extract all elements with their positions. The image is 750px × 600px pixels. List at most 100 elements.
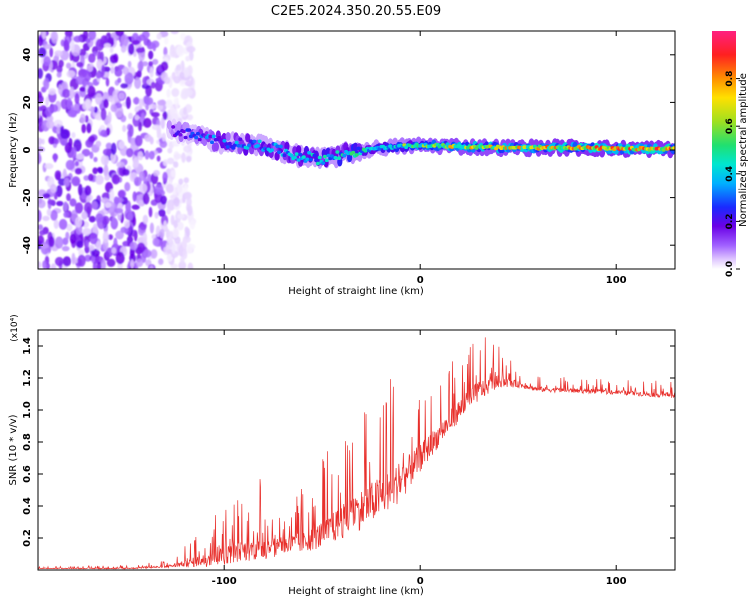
signal-core [277, 150, 282, 155]
noise-blob [56, 123, 61, 134]
noise-blob [100, 154, 110, 166]
noise-blob [56, 71, 62, 78]
noise-blob [42, 260, 47, 269]
noise-blob [152, 58, 159, 65]
snr-frame [37, 329, 676, 571]
noise-blob [152, 43, 157, 52]
signal-core [171, 125, 176, 129]
noise-blob [43, 56, 51, 67]
noise-blob [96, 59, 103, 70]
snr-y-tick-label: 0.8 [22, 433, 33, 451]
signal-band [296, 145, 302, 155]
noise-blob [162, 171, 168, 183]
noise-blob [183, 67, 190, 78]
noise-blob [170, 214, 175, 226]
noise-blob [129, 253, 137, 263]
noise-blob [124, 72, 134, 85]
colorbar-label: Normalized spectral amplitude [738, 73, 749, 227]
spectrogram-x-tick-label: 0 [417, 275, 424, 286]
signal-core [270, 148, 274, 152]
noise-blob [63, 201, 68, 212]
noise-blob [51, 31, 59, 44]
signal-core [289, 153, 294, 158]
signal-core [354, 153, 359, 157]
signal-core [222, 139, 227, 143]
noise-blob [177, 213, 185, 219]
noise-blob [62, 168, 67, 178]
noise-blob [38, 224, 43, 231]
signal-core [236, 143, 241, 148]
noise-blob [134, 114, 140, 121]
noise-blob [148, 61, 154, 67]
noise-blob [108, 95, 114, 103]
noise-blob [154, 184, 164, 195]
noise-blob [179, 71, 185, 79]
noise-blob [161, 132, 166, 142]
noise-blob [149, 67, 154, 78]
noise-blob [180, 256, 185, 265]
noise-blob [107, 36, 115, 45]
signal-core [194, 135, 199, 140]
noise-blob [38, 209, 42, 223]
noise-blob [58, 59, 64, 68]
noise-blob [74, 167, 83, 175]
noise-blob [163, 46, 168, 57]
signal-core [252, 139, 257, 144]
signal-core [238, 137, 243, 141]
spectrogram-y-tick-label: 0 [22, 146, 33, 153]
noise-blob [84, 115, 89, 123]
noise-blob [152, 237, 160, 247]
noise-blob [38, 195, 43, 205]
noise-blob [96, 261, 102, 269]
noise-blob [163, 220, 168, 231]
noise-blob [169, 49, 177, 58]
noise-blob [111, 247, 117, 254]
noise-blob [69, 198, 77, 207]
noise-blob [151, 112, 160, 118]
noise-blob [78, 183, 83, 196]
noise-blob [167, 147, 173, 154]
noise-blob [88, 173, 94, 182]
noise-blob [58, 84, 63, 95]
noise-blob [177, 221, 184, 231]
noise-blob [53, 119, 63, 128]
noise-blob [53, 153, 58, 163]
noise-blob [38, 146, 45, 153]
noise-blob [109, 46, 114, 54]
noise-blob [166, 208, 171, 215]
noise-blob [89, 151, 94, 159]
noise-blob [54, 236, 64, 249]
spectrogram-y-tick-label: 40 [22, 48, 33, 62]
noise-blob [45, 106, 53, 118]
noise-blob [88, 31, 97, 41]
signal-core [278, 144, 283, 149]
noise-blob [95, 71, 102, 79]
snr-x-tick-label: 100 [606, 576, 627, 587]
noise-blob [183, 191, 192, 200]
noise-blob [87, 85, 96, 98]
signal-core [195, 131, 200, 136]
noise-blob [145, 104, 149, 111]
noise-blob [76, 240, 84, 249]
noise-blob [165, 228, 170, 239]
noise-blob [83, 175, 90, 181]
noise-blob [178, 261, 187, 269]
noise-blob [115, 230, 124, 240]
noise-blob [38, 36, 44, 47]
signal-core [296, 158, 301, 162]
spectrogram-y-ticks: -40 -20 0 20 40 [22, 48, 675, 254]
signal-core [326, 153, 331, 158]
signal-core [337, 156, 342, 160]
noise-blob [41, 31, 46, 40]
noise-blob [133, 176, 142, 187]
signal-core [187, 128, 192, 132]
noise-blob [127, 60, 132, 68]
spectrogram-signal-track [166, 118, 675, 169]
noise-blob [173, 196, 180, 207]
noise-blob [182, 238, 188, 250]
noise-blob [114, 208, 124, 214]
noise-blob [138, 199, 144, 207]
noise-blob [130, 259, 135, 269]
noise-blob [74, 202, 84, 214]
noise-blob [158, 209, 166, 217]
